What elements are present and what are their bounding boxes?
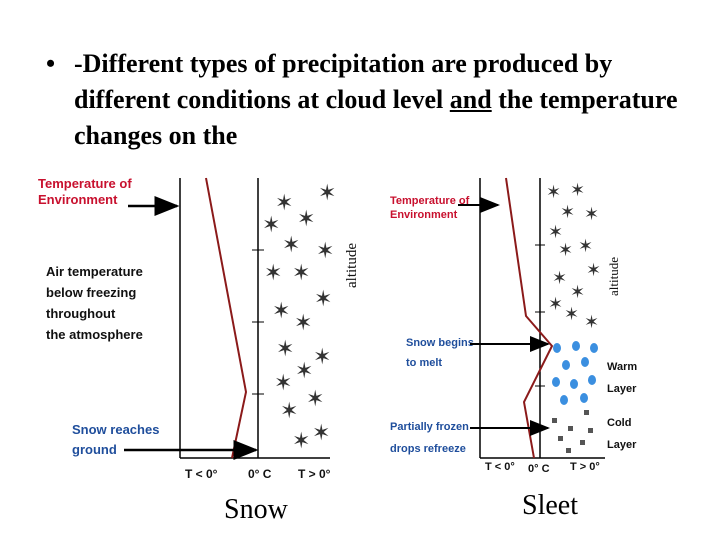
sleet-pellet-icon <box>588 428 593 433</box>
raindrop-icon <box>588 375 596 385</box>
sleet-altitude-label: altitude <box>606 257 621 296</box>
raindrop-icon <box>572 341 580 351</box>
snowflake-icon: ✶ <box>313 345 331 370</box>
snowflake-icon: ✶ <box>274 371 292 396</box>
snowflake-icon: ✶ <box>314 287 332 312</box>
sleet-refreeze-label-2: drops refreeze <box>390 443 466 455</box>
snowflake-icon: ✶ <box>294 311 312 336</box>
snowflake-icon: ✶ <box>564 304 579 325</box>
snowflake-icon: ✶ <box>297 207 315 232</box>
snow-reaches-ground-label-2: ground <box>72 442 117 457</box>
snowflake-icon: ✶ <box>318 181 336 206</box>
snow-air-temp-label-2: below freezing <box>46 285 136 300</box>
snow-tick-below-zero: T < 0° <box>185 467 218 481</box>
precipitation-diagram: ✶ ✶ ✶ ✶ ✶ ✶ ✶ ✶ ✶ ✶ ✶ ✶ ✶ ✶ ✶ ✶ ✶ ✶ ✶ al… <box>38 176 637 481</box>
snowflake-icon: ✶ <box>546 182 561 203</box>
snowflake-icon: ✶ <box>570 180 585 201</box>
snowflake-icon: ✶ <box>548 294 563 315</box>
sleet-temperature-line <box>505 177 554 459</box>
snowflake-icon: ✶ <box>272 299 290 324</box>
snow-air-temp-label-1: Air temperature <box>46 264 143 279</box>
snow-caption: Snow <box>224 494 288 525</box>
sleet-rain-drops <box>552 341 598 405</box>
sleet-caption: Sleet <box>522 490 578 521</box>
snowflake-icon: ✶ <box>276 337 294 362</box>
sleet-cold-layer-label-2: Layer <box>607 439 637 451</box>
sleet-melt-label-2: to melt <box>406 357 442 369</box>
snow-temp-env-label-1: Temperature of <box>38 176 132 191</box>
snowflake-icon: ✶ <box>584 204 599 225</box>
sleet-pellet-icon <box>566 448 571 453</box>
snowflake-icon: ✶ <box>316 239 334 264</box>
snow-diagram: ✶ ✶ ✶ ✶ ✶ ✶ ✶ ✶ ✶ ✶ ✶ ✶ ✶ ✶ ✶ ✶ ✶ ✶ ✶ al… <box>38 176 360 481</box>
snow-altitude-label: altitude <box>344 243 360 288</box>
snow-temp-env-label-2: Environment <box>38 192 118 207</box>
sleet-tick-zero: 0° C <box>528 463 550 475</box>
snow-snowflakes: ✶ ✶ ✶ ✶ ✶ ✶ ✶ ✶ ✶ ✶ ✶ ✶ ✶ ✶ ✶ ✶ ✶ ✶ ✶ <box>262 181 336 454</box>
snow-air-temp-label-4: the atmosphere <box>46 327 143 342</box>
snow-tick-zero: 0° C <box>248 467 272 481</box>
sleet-diagram: ✶ ✶ ✶ ✶ ✶ ✶ ✶ ✶ ✶ ✶ ✶ ✶ ✶ <box>390 177 637 475</box>
snowflake-icon: ✶ <box>578 236 593 257</box>
snowflake-icon: ✶ <box>264 261 282 286</box>
snowflake-icon: ✶ <box>312 421 330 446</box>
bullet-marker: • <box>46 49 56 78</box>
sleet-pellet-icon <box>552 418 557 423</box>
snowflake-icon: ✶ <box>560 202 575 223</box>
sleet-pellet-icon <box>568 426 573 431</box>
snowflake-icon: ✶ <box>548 222 563 243</box>
snowflake-icon: ✶ <box>282 233 300 258</box>
raindrop-icon <box>581 357 589 367</box>
snowflake-icon: ✶ <box>306 387 324 412</box>
raindrop-icon <box>552 377 560 387</box>
sleet-pellet-icon <box>580 440 585 445</box>
snowflake-icon: ✶ <box>295 359 313 384</box>
snow-temperature-line <box>205 177 248 459</box>
bullet-text-part1: -Different types of precipitation are pr… <box>74 49 613 114</box>
sleet-temp-env-label-2: Environment <box>390 209 458 221</box>
snow-reaches-ground-label-1: Snow reaches <box>72 422 159 437</box>
snowflake-icon: ✶ <box>280 399 298 424</box>
sleet-temp-env-label-1: Temperature of <box>390 195 470 207</box>
sleet-melt-label-1: Snow begins <box>406 337 474 349</box>
snow-air-temp-label-3: throughout <box>46 306 116 321</box>
snowflake-icon: ✶ <box>584 312 599 333</box>
raindrop-icon <box>560 395 568 405</box>
sleet-snowflakes: ✶ ✶ ✶ ✶ ✶ ✶ ✶ ✶ ✶ ✶ ✶ ✶ ✶ <box>546 180 601 333</box>
bullet-paragraph: -Different types of precipitation are pr… <box>74 46 694 154</box>
snowflake-icon: ✶ <box>292 429 310 454</box>
snowflake-icon: ✶ <box>586 260 601 281</box>
snowflake-icon: ✶ <box>570 282 585 303</box>
sleet-pellet-icon <box>584 410 589 415</box>
snowflake-icon: ✶ <box>292 261 310 286</box>
sleet-warm-layer-label-1: Warm <box>607 361 637 373</box>
sleet-cold-layer-label-1: Cold <box>607 417 631 429</box>
sleet-pellet-icon <box>558 436 563 441</box>
snowflake-icon: ✶ <box>552 268 567 289</box>
sleet-warm-layer-label-2: Layer <box>607 383 637 395</box>
sleet-pellets <box>552 410 593 453</box>
slide-bullet-text: • -Different types of precipitation are … <box>34 46 694 154</box>
raindrop-icon <box>562 360 570 370</box>
sleet-tick-below-zero: T < 0° <box>485 461 515 473</box>
raindrop-icon <box>580 393 588 403</box>
sleet-refreeze-label-1: Partially frozen <box>390 421 469 433</box>
bullet-text-underlined: and <box>449 85 492 114</box>
snowflake-icon: ✶ <box>275 191 293 216</box>
snowflake-icon: ✶ <box>262 213 280 238</box>
sleet-tick-above-zero: T > 0° <box>570 461 600 473</box>
bullet-text-part2: the temperature changes on the <box>74 85 678 150</box>
raindrop-icon <box>570 379 578 389</box>
snowflake-icon: ✶ <box>558 240 573 261</box>
snow-tick-above-zero: T > 0° <box>298 467 331 481</box>
raindrop-icon <box>590 343 598 353</box>
raindrop-icon <box>553 343 561 353</box>
